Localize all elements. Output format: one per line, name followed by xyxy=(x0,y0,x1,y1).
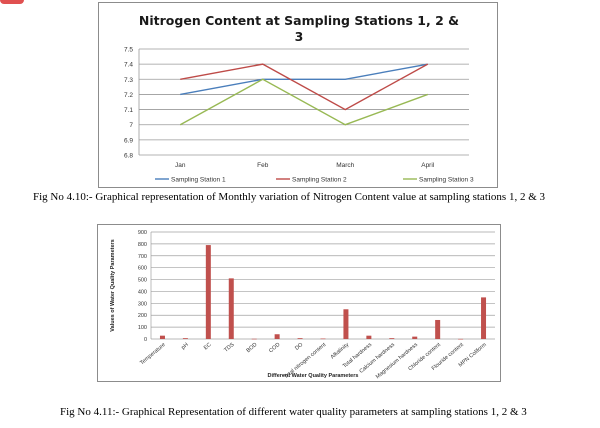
legend-label-2: Sampling Station 2 xyxy=(292,177,347,184)
y-tick-label: 600 xyxy=(138,266,147,272)
y-tick-label: 0 xyxy=(144,337,147,343)
legend-label-3: Sampling Station 3 xyxy=(419,177,474,184)
y-tick-label: 100 xyxy=(138,325,147,331)
bar xyxy=(458,338,464,340)
bar xyxy=(228,278,234,339)
y-tick-label: 7 xyxy=(129,122,133,129)
y-axis-label: Values of Water Quality Parameters xyxy=(110,239,116,331)
y-tick-label: 800 xyxy=(138,242,147,248)
bar xyxy=(366,335,372,339)
line-chart-panel: Nitrogen Content at Sampling Stations 1,… xyxy=(98,2,498,188)
bar xyxy=(205,245,211,339)
y-tick-label: 400 xyxy=(138,289,147,295)
x-axis-label: Different Water Quality Parameters xyxy=(268,373,359,379)
bar xyxy=(389,338,395,339)
bar xyxy=(412,336,418,339)
x-tick-label: pH xyxy=(180,342,189,351)
series-line-2 xyxy=(180,63,429,111)
figure-caption-4-11: Fig No 4.11:- Graphical Representation o… xyxy=(60,406,527,418)
water-quality-bar-chart: 900 800 700 600 500 400 300 200 100 0 Values of Wa… xyxy=(110,230,495,381)
bar-chart-panel: 900 800 700 600 500 400 300 200 100 0 Values of Wa… xyxy=(97,224,501,382)
x-tick-label: BOD xyxy=(245,342,258,354)
y-tick-label: 300 xyxy=(138,301,147,307)
y-tick-label: 900 xyxy=(138,230,147,236)
series-line-3 xyxy=(179,78,428,126)
legend-label-1: Sampling Station 1 xyxy=(171,177,226,184)
bar xyxy=(481,297,487,339)
bar xyxy=(343,309,349,339)
bar xyxy=(251,338,257,340)
x-tick-label: March xyxy=(336,162,354,169)
y-tick-label: 7.3 xyxy=(124,77,133,84)
x-tick-label: EC xyxy=(203,342,213,352)
x-tick-label: Temperature xyxy=(139,342,167,366)
bar xyxy=(297,338,303,339)
bar xyxy=(182,338,188,339)
nitrogen-line-chart: Nitrogen Content at Sampling Stations 1,… xyxy=(124,13,474,184)
x-tick-label: April xyxy=(421,162,435,169)
y-tick-label: 7.5 xyxy=(124,47,133,54)
x-tick-label: TDS xyxy=(223,342,236,354)
bar xyxy=(435,319,441,339)
bar xyxy=(159,335,165,339)
y-tick-label: 7.4 xyxy=(124,62,133,69)
x-tick-label: Alkalinity xyxy=(330,342,351,361)
x-tick-label: Magnesium hardness xyxy=(375,342,419,381)
y-tick-label: 200 xyxy=(138,313,147,319)
bar xyxy=(274,334,280,339)
y-tick-label: 700 xyxy=(138,254,147,260)
x-tick-label: DO xyxy=(294,341,305,351)
chart-title-line2: 3 xyxy=(295,29,304,44)
bar xyxy=(320,338,326,340)
figure-caption-4-10: Fig No 4.10:- Graphical representation o… xyxy=(33,191,546,203)
chart-title: Nitrogen Content at Sampling Stations 1,… xyxy=(139,13,459,28)
logo-fragment xyxy=(0,0,24,4)
y-tick-label: 7.1 xyxy=(124,107,133,114)
y-tick-label: 500 xyxy=(138,278,147,284)
y-tick-label: 7.2 xyxy=(124,92,133,99)
series-line-1 xyxy=(180,63,428,96)
x-tick-label: Jan xyxy=(175,162,186,169)
x-tick-label: Feb xyxy=(257,162,269,169)
x-tick-label: COD xyxy=(268,342,281,354)
y-tick-label: 6.9 xyxy=(124,137,133,144)
y-tick-label: 6.8 xyxy=(124,153,133,160)
